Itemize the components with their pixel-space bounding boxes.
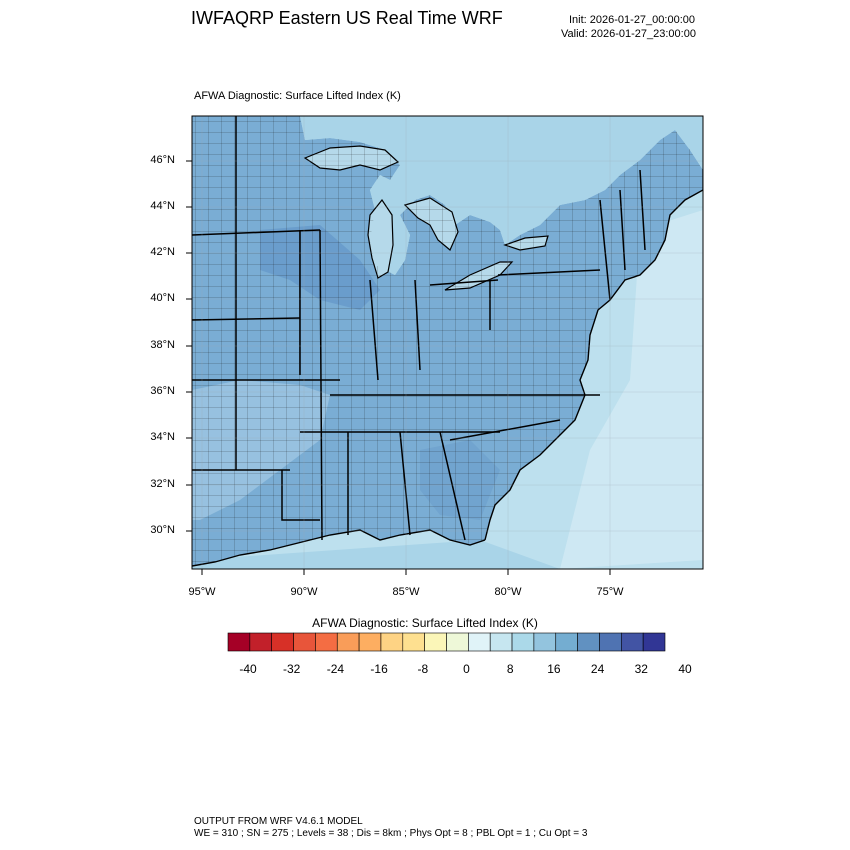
colorbar-swatch — [533, 632, 557, 652]
canada-land — [300, 116, 703, 275]
colorbar-swatch — [511, 632, 535, 652]
colorbar-swatch — [293, 632, 316, 652]
colorbar-swatch — [642, 632, 666, 652]
lon-label-85w: 85°W — [392, 586, 420, 598]
lon-label-80w: 80°W — [494, 586, 522, 598]
panel-title: AFWA Diagnostic: Surface Lifted Index (K… — [194, 90, 401, 102]
footer-model-line: OUTPUT FROM WRF V4.6.1 MODEL — [194, 816, 363, 827]
lon-label-75w: 75°W — [596, 586, 624, 598]
colorbar-tick-label: -40 — [239, 662, 257, 676]
colorbar-swatch — [336, 632, 360, 652]
lat-label-34n: 34°N — [150, 431, 175, 443]
valid-time-label: Valid: 2026-01-27_23:00:00 — [561, 28, 696, 40]
axis-ticks — [186, 160, 611, 575]
colorbar-swatch — [358, 632, 382, 652]
colorbar-tick-label: -16 — [370, 662, 388, 676]
colorbar-swatch — [577, 632, 600, 652]
map-frame — [191, 115, 704, 570]
atlantic-coastline — [484, 189, 703, 541]
lat-label-42n: 42°N — [150, 246, 175, 258]
colorbar-title: AFWA Diagnostic: Surface Lifted Index (K… — [312, 616, 538, 630]
gulf-coastline — [192, 529, 486, 567]
lon-label-95w: 95°W — [188, 586, 216, 598]
colorbar-swatch — [249, 632, 273, 652]
map-content — [192, 116, 703, 569]
colorbar-swatch — [446, 632, 469, 652]
county-boundaries — [192, 116, 703, 566]
init-time-label: Init: 2026-01-27_00:00:00 — [569, 14, 695, 26]
colorbar-swatch — [315, 632, 338, 652]
colorbar-swatch — [424, 632, 447, 652]
colorbar-swatch — [489, 632, 513, 652]
lat-label-40n: 40°N — [150, 292, 175, 304]
colorbar-swatch — [555, 632, 578, 652]
colorbar-tick-label: 16 — [547, 662, 561, 676]
colorbar-tick-label: 32 — [634, 662, 648, 676]
colorbar-swatch — [402, 632, 425, 652]
ocean-shade-east — [560, 210, 703, 569]
lat-label-30n: 30°N — [150, 524, 175, 536]
colorbar-tick-label: 24 — [590, 662, 605, 676]
graticule — [192, 116, 703, 569]
colorbar-tick-label: 0 — [463, 662, 470, 676]
lat-label-46n: 46°N — [150, 154, 175, 166]
colorbar-tick-label: -32 — [283, 662, 301, 676]
colorbar-tick-label: 40 — [678, 662, 692, 676]
state-boundaries — [192, 116, 646, 541]
colorbar-tick-label: 8 — [506, 662, 514, 676]
ocean-shade-gulf — [192, 540, 560, 569]
lat-label-36n: 36°N — [150, 385, 175, 397]
colorbar-tick-label: -8 — [417, 662, 429, 676]
footer-config-line: WE = 310 ; SN = 275 ; Levels = 38 ; Dis … — [194, 828, 588, 839]
lat-label-38n: 38°N — [150, 339, 175, 351]
chart-title: IWFAQRP Eastern US Real Time WRF — [191, 8, 503, 28]
colorbar-swatch — [620, 632, 644, 652]
colorbar-swatch — [380, 632, 404, 652]
colorbar-swatch — [599, 632, 622, 652]
lon-label-90w: 90°W — [290, 586, 318, 598]
lat-label-32n: 32°N — [150, 478, 175, 490]
colorbar-swatch — [468, 632, 491, 652]
colorbar-swatch — [271, 632, 294, 652]
colorbar — [227, 632, 666, 652]
colorbar-tick-label: -24 — [326, 662, 345, 676]
colorbar-swatch — [227, 632, 251, 652]
lat-label-44n: 44°N — [150, 200, 175, 212]
